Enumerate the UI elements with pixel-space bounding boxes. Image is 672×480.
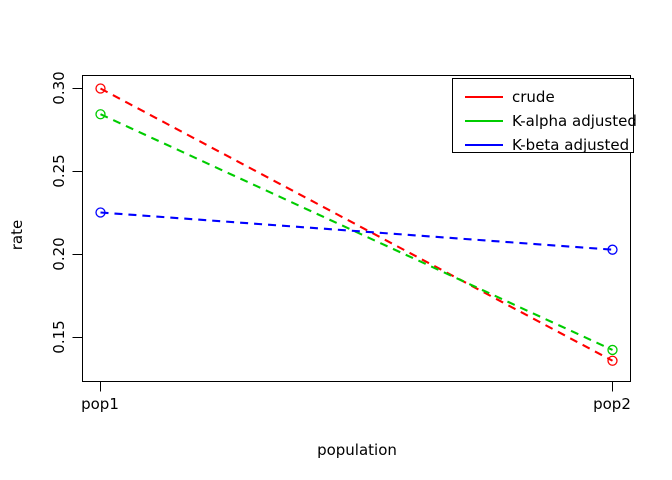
y-tick-label-0.20: 0.20: [50, 237, 68, 270]
series-points-group: [95, 83, 618, 366]
point-crude-pop2: [607, 355, 618, 366]
plot-frame: [81, 74, 632, 383]
x-tick-label-pop2: pop2: [593, 395, 631, 413]
series-line-k-beta-adjusted: [100, 211, 613, 251]
point-k-alpha-adjusted-pop1: [95, 109, 106, 120]
series-group: [100, 87, 613, 362]
series-line-crude: [100, 87, 613, 362]
point-k-alpha-adjusted-pop2: [607, 344, 618, 356]
y-tick-label-0.15: 0.15: [50, 320, 68, 353]
x-axis-ticks: [99, 381, 614, 392]
point-crude-pop1: [95, 83, 106, 94]
x-axis-tick-labels: pop1 pop2: [81, 395, 631, 413]
point-k-beta-adjusted-pop1: [95, 207, 106, 218]
x-axis-title: population: [317, 441, 397, 459]
y-tick-label-0.30: 0.30: [50, 71, 68, 104]
legend: crude K-alpha adjusted K-beta adjusted: [451, 77, 637, 154]
y-axis-tick-labels: 0.30 0.25 0.20 0.15: [50, 71, 68, 353]
legend-label-k-beta-adjusted: K-beta adjusted: [512, 136, 629, 154]
y-axis-ticks: [72, 87, 83, 339]
legend-label-crude: crude: [512, 88, 555, 106]
point-k-beta-adjusted-pop2: [607, 244, 618, 255]
y-axis-title: rate: [8, 220, 26, 250]
x-tick-label-pop1: pop1: [81, 395, 119, 413]
legend-label-k-alpha-adjusted: K-alpha adjusted: [512, 112, 637, 130]
legend-box: [451, 77, 635, 154]
y-tick-label-0.25: 0.25: [50, 154, 68, 187]
